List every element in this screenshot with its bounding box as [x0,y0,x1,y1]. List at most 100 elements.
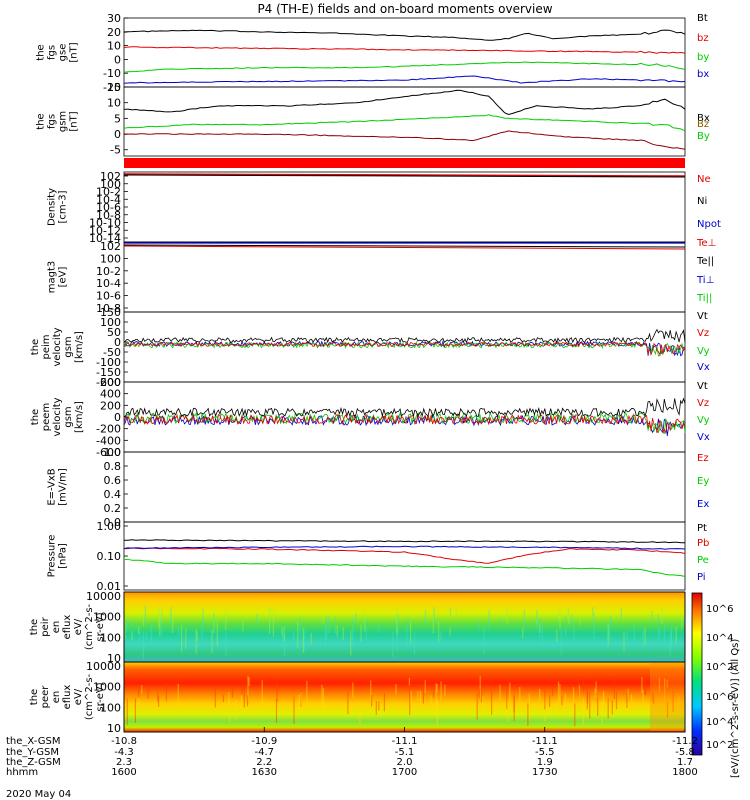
y-axis-label-line: E=-VxB [47,468,58,505]
spectrogram-texture [235,699,237,720]
spectrogram-texture [509,682,511,702]
spectrogram-texture [666,702,669,718]
spectrogram-texture [444,684,446,697]
spectrogram-texture [396,614,398,636]
y-tick-label: 0 [114,128,121,141]
spectrogram-texture [196,631,198,642]
y-axis-label-line: Density [47,188,58,226]
x-row-value: 1800 [672,767,697,778]
spectrogram-texture [528,693,530,719]
spectrogram-texture [627,688,629,698]
spectrogram-texture [684,617,686,626]
legend-entry: bx [697,69,709,80]
y-axis-label-line: the [30,339,41,355]
spectrogram-fill [124,662,685,732]
spectrogram-texture [681,615,683,628]
spectrogram-texture [211,629,213,654]
spectrogram-texture [633,624,635,642]
panel-6: 1.00.80.60.40.20.0 E=-VxB [mV/m] Ez Ey Ex [47,446,710,529]
y-tick-label: 150 [100,306,121,319]
spectrogram-texture [306,680,308,709]
y-tick-label: 5 [114,112,121,125]
spectrogram-texture [623,632,625,651]
y-tick-label: 1.00 [97,520,122,533]
chart-title: P4 (TH-E) fields and on-board moments ov… [257,2,552,16]
spectrogram-texture [302,628,304,653]
spectrogram-texture [436,683,438,693]
y-tick-label: 100 [100,252,121,265]
y-axis-label-line: eV/ [73,688,84,705]
spectrogram-texture [500,617,502,628]
spectrogram-texture [124,703,126,720]
y-tick-label: 200 [100,399,121,412]
y-axis-label-line: the [36,44,47,60]
x-row-value: -4.7 [254,747,274,758]
spectrogram-texture [507,701,509,723]
spectrogram-texture [410,621,412,644]
series-line-Pb [124,547,686,564]
spectrogram-texture [613,678,615,700]
spectrogram-texture [560,628,562,656]
temp-line-red [123,245,686,250]
legend-entry: Vt [697,311,708,322]
y-axis-label-line: [cm-3] [58,190,69,223]
y-axis-label-line: velocity [52,397,63,436]
legend-entry: Ti|| [696,293,712,304]
spectrogram-texture [433,606,435,624]
spectrogram-texture [455,607,457,616]
panel-7: 1.00 0.10 0.01 Pressure [nPa] Pt Pb Pe Pi [47,520,710,593]
x-row-value: -5.5 [535,747,555,758]
y-tick-label: 10000 [86,660,121,673]
y-tick-label: 0.10 [97,550,122,563]
panel-frame-6 [123,451,686,523]
spectrogram-texture [552,685,554,697]
spectrogram-texture [589,691,591,719]
spectrogram-texture [663,622,665,644]
y-axis-label: the peer en eflux eV/(cm^2-s-sr-eV) [29,673,106,720]
y-tick-label: 100 [100,631,121,644]
colorbar-tick-3: 10^6 [706,692,733,703]
spectrogram-texture [265,701,267,710]
y-tick-label: 10 [107,722,121,735]
y-tick-label: 0.0 [104,516,122,529]
spectrogram-end-region [650,663,684,731]
spectrogram-texture [417,691,419,702]
spectrogram-texture [282,627,284,649]
spectrogram-texture [539,617,541,638]
spectrogram-texture [201,629,203,640]
spectrogram-texture [595,681,597,693]
y-axis-label: the fgs gsm [nT] [36,111,80,132]
y-tick-label: 15 [107,81,121,94]
y-tick-label: 10-6 [96,290,121,303]
velocity-trace [123,341,686,357]
y-axis-label: magt3 [eV] [47,261,69,294]
y-tick-label: 1000 [93,611,121,624]
spectrogram-texture [213,613,215,623]
spectrogram-texture [539,689,541,701]
y-axis-label-line: the [30,409,41,425]
spectrogram-texture [488,610,490,630]
spectrogram-texture [350,630,352,656]
spectrogram-texture [134,698,136,723]
spectrogram-texture [631,694,633,702]
x-row-label: the_Y-GSM [6,747,59,758]
y-tick-label: 10 [107,40,121,53]
legend-entry: Pi [697,572,706,583]
spectrogram-texture [568,606,570,625]
spectrogram-texture [195,628,197,654]
spectrogram-texture [300,692,302,706]
y-tick-label: 0.01 [97,580,122,593]
spectrogram-texture [325,616,328,641]
density-ne-line [123,173,686,177]
spectrogram-texture [159,617,161,637]
spectrogram-texture [370,680,372,703]
y-axis-label-line: [mV/m] [58,468,69,506]
spectrogram-texture [513,694,515,721]
legend-entry: Ni [697,196,707,207]
spectrogram-texture [268,607,271,634]
spectrogram-texture [130,618,132,628]
x-row-value: -10.8 [111,736,137,747]
legend-entry: Vx [697,362,710,373]
